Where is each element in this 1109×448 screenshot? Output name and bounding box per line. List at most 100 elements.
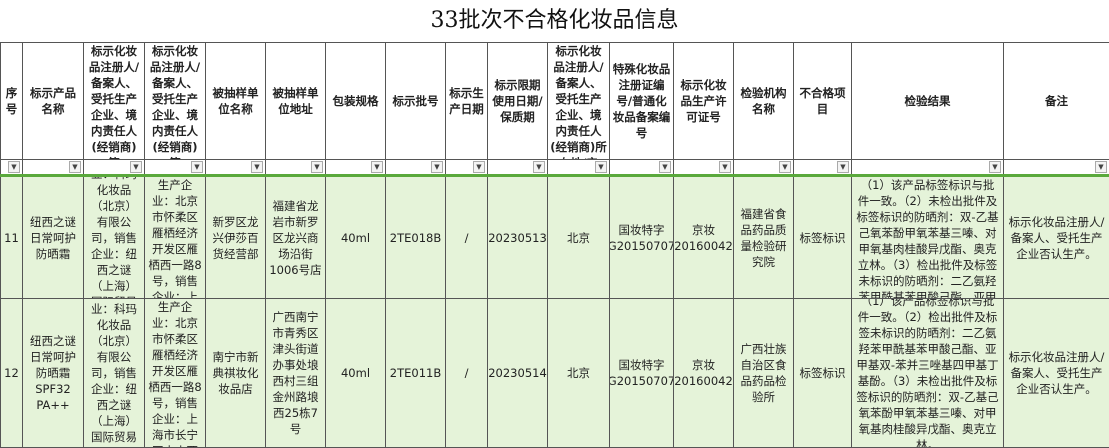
filter-cell: ▼ [547,159,610,177]
table-cell: 纽西之谜日常呵护防晒霜 [22,175,84,299]
cell-text: 生产企业：科玛化妆品（北京）有限公司，销售企业：纽西之谜（上海）国际贸易有限公司 [91,300,137,447]
column-header: 标示生产日期 [445,42,488,160]
cell-text: 京妆20160042 [674,358,733,388]
cell-text: 11 [4,230,19,245]
table-cell: 生产企业：科玛化妆品（北京）有限公司，销售企业：纽西之谜（上海）国际贸易有限公司 [83,298,145,448]
filter-cell: ▼ [144,159,206,177]
header-label: 标示化妆品注册人/备案人、受托生产企业、境内责任人(经销商)等 [88,44,140,159]
cell-text: 福建省食品药品质量检验研究院 [740,206,787,269]
table-cell: 福建省龙岩市新罗区龙兴商场沿街1006号店 [265,175,326,299]
filter-cell: ▼ [83,159,145,177]
column-header: 标示产品名称 [22,42,84,160]
table-cell: 标签标识 [793,175,852,299]
filter-cell: ▼ [793,159,852,177]
data-table: 序号标示产品名称标示化妆品注册人/备案人、受托生产企业、境内责任人(经销商)等标… [0,42,1109,448]
table-cell: 京妆20160042 [673,175,734,299]
cell-text: 生产企业：北京市怀柔区雁栖经济开发区雁栖西一路8号，销售企业：上海市长宁区中山西… [148,178,202,298]
header-label: 检验结果 [904,94,951,108]
filter-cell: ▼ [445,159,488,177]
table-cell: 生产企业：北京市怀柔区雁栖经济开发区雁栖西一路8号，销售企业：上海市长宁区中山西… [144,298,206,448]
dropdown-arrow-icon[interactable]: ▼ [311,161,323,173]
header-label: 标示化妆品注册人/备案人、受托生产企业、境内责任人(经销商)所在地/产 [550,44,607,159]
header-label: 标示化妆品注册人/备案人、受托生产企业、境内责任人(经销商)等 [149,44,201,159]
header-label: 检验机构名称 [740,86,787,116]
dropdown-arrow-icon[interactable]: ▼ [1095,161,1107,173]
header-label: 被抽样单位名称 [212,86,259,116]
dropdown-arrow-icon[interactable]: ▼ [130,161,142,173]
table-cell: 20230513 [487,175,548,299]
table-cell: 生产企业：北京市怀柔区雁栖经济开发区雁栖西一路8号，销售企业：上海市长宁区中山西… [144,175,206,299]
dropdown-arrow-icon[interactable]: ▼ [837,161,849,173]
dropdown-arrow-icon[interactable]: ▼ [473,161,485,173]
dropdown-arrow-icon[interactable]: ▼ [533,161,545,173]
header-label: 标示限期使用日期/保质期 [492,78,543,124]
filter-cell: ▼ [673,159,734,177]
cell-text: 生产企业：科玛化妆品（北京）有限公司，销售企业：纽西之谜（上海）国际贸易有限公司 [91,177,137,298]
header-label: 备注 [1045,94,1068,108]
table-cell: 12 [0,298,23,448]
filter-cell: ▼ [205,159,266,177]
cell-text: 20230514 [488,366,547,380]
table-cell: （1）该产品标签标识与批件一致。（2）检出批件及标签未标识的防晒剂：二乙氨羟苯甲… [851,298,1004,448]
dropdown-arrow-icon[interactable]: ▼ [595,161,607,173]
table-row: 11 纽西之谜日常呵护防晒霜生产企业：科玛化妆品（北京）有限公司，销售企业：纽西之… [0,175,1109,299]
dropdown-arrow-icon[interactable]: ▼ [719,161,731,173]
filter-cell: ▼ [325,159,386,177]
table-cell: 北京 [547,298,610,448]
table-cell: 标签标识 [793,298,852,448]
column-header: 序号 [0,42,23,160]
column-header: 标示化妆品注册人/备案人、受托生产企业、境内责任人(经销商)等 [144,42,206,160]
filter-cell: ▼ [851,159,1004,177]
table-cell: 20230514 [487,298,548,448]
header-label: 不合格项目 [799,86,846,116]
filter-row: ▼ ▼ ▼ ▼ ▼ ▼ ▼ ▼ ▼ ▼ ▼ ▼ ▼ ▼ ▼ ▼ ▼ [0,159,1109,177]
cell-text: 标示化妆品注册人/备案人、受托生产企业否认生产。 [1008,214,1105,261]
table-cell: 南宁市新典祺妆化妆品店 [205,298,266,448]
cell-text: 标示化妆品注册人/备案人、受托生产企业否认生产。 [1008,350,1105,396]
filter-cell: ▼ [265,159,326,177]
header-label: 标示批号 [392,94,439,108]
cell-text: 北京 [567,366,590,380]
dropdown-arrow-icon[interactable]: ▼ [251,161,263,173]
column-header: 标示批号 [385,42,446,160]
dropdown-arrow-icon[interactable]: ▼ [989,161,1001,173]
dropdown-arrow-icon[interactable]: ▼ [8,161,20,173]
dropdown-arrow-icon[interactable]: ▼ [191,161,203,173]
header-label: 标示产品名称 [30,86,76,116]
cell-text: 南宁市新典祺妆化妆品店 [212,350,259,396]
cell-text: 标签标识 [799,230,846,245]
cell-text: 京妆20160042 [674,222,733,253]
cell-text: 国妆特字G20150707 [610,358,673,388]
table-cell: （1）该产品标签标识与批件一致。（2）未检出批件及标签标识的防晒剂：双-乙基己氧… [851,175,1004,299]
filter-cell: ▼ [1003,159,1109,177]
column-header: 标示限期使用日期/保质期 [487,42,548,160]
filter-cell: ▼ [609,159,674,177]
table-cell: 标示化妆品注册人/备案人、受托生产企业否认生产。 [1003,175,1109,299]
dropdown-arrow-icon[interactable]: ▼ [779,161,791,173]
dropdown-arrow-icon[interactable]: ▼ [431,161,443,173]
page-title: 33批次不合格化妆品信息 [430,8,679,33]
filter-cell: ▼ [733,159,794,177]
cell-text: 40ml [340,230,371,245]
cell-text: 福建省龙岩市新罗区龙兴商场沿街1006号店 [269,198,322,277]
table-cell: 广西壮族自治区食品药品检验所 [733,298,794,448]
dropdown-arrow-icon[interactable]: ▼ [371,161,383,173]
cell-text: 北京 [567,230,590,245]
cell-text: 2TE011B [389,366,442,380]
cell-text: / [464,366,469,380]
table-cell: 40ml [325,175,386,299]
column-header: 特殊化妆品注册证编号/普通化妆品备案编号 [609,42,674,160]
table-cell: 京妆20160042 [673,298,734,448]
column-header: 被抽样单位名称 [205,42,266,160]
dropdown-arrow-icon[interactable]: ▼ [69,161,81,173]
header-label: 标示生产日期 [449,86,484,116]
filter-cell: ▼ [22,159,84,177]
column-header: 不合格项目 [793,42,852,160]
table-cell: / [445,175,488,299]
cell-text: （1）该产品标签标识与批件一致。（2）未检出批件及标签标识的防晒剂：双-乙基己氧… [856,178,999,298]
table-cell: 国妆特字G20150707 [609,175,674,299]
dropdown-arrow-icon[interactable]: ▼ [659,161,671,173]
filter-cell: ▼ [0,159,23,177]
table-cell: 新罗区龙兴伊莎百货经营部 [205,175,266,299]
column-header: 备注 [1003,42,1109,160]
